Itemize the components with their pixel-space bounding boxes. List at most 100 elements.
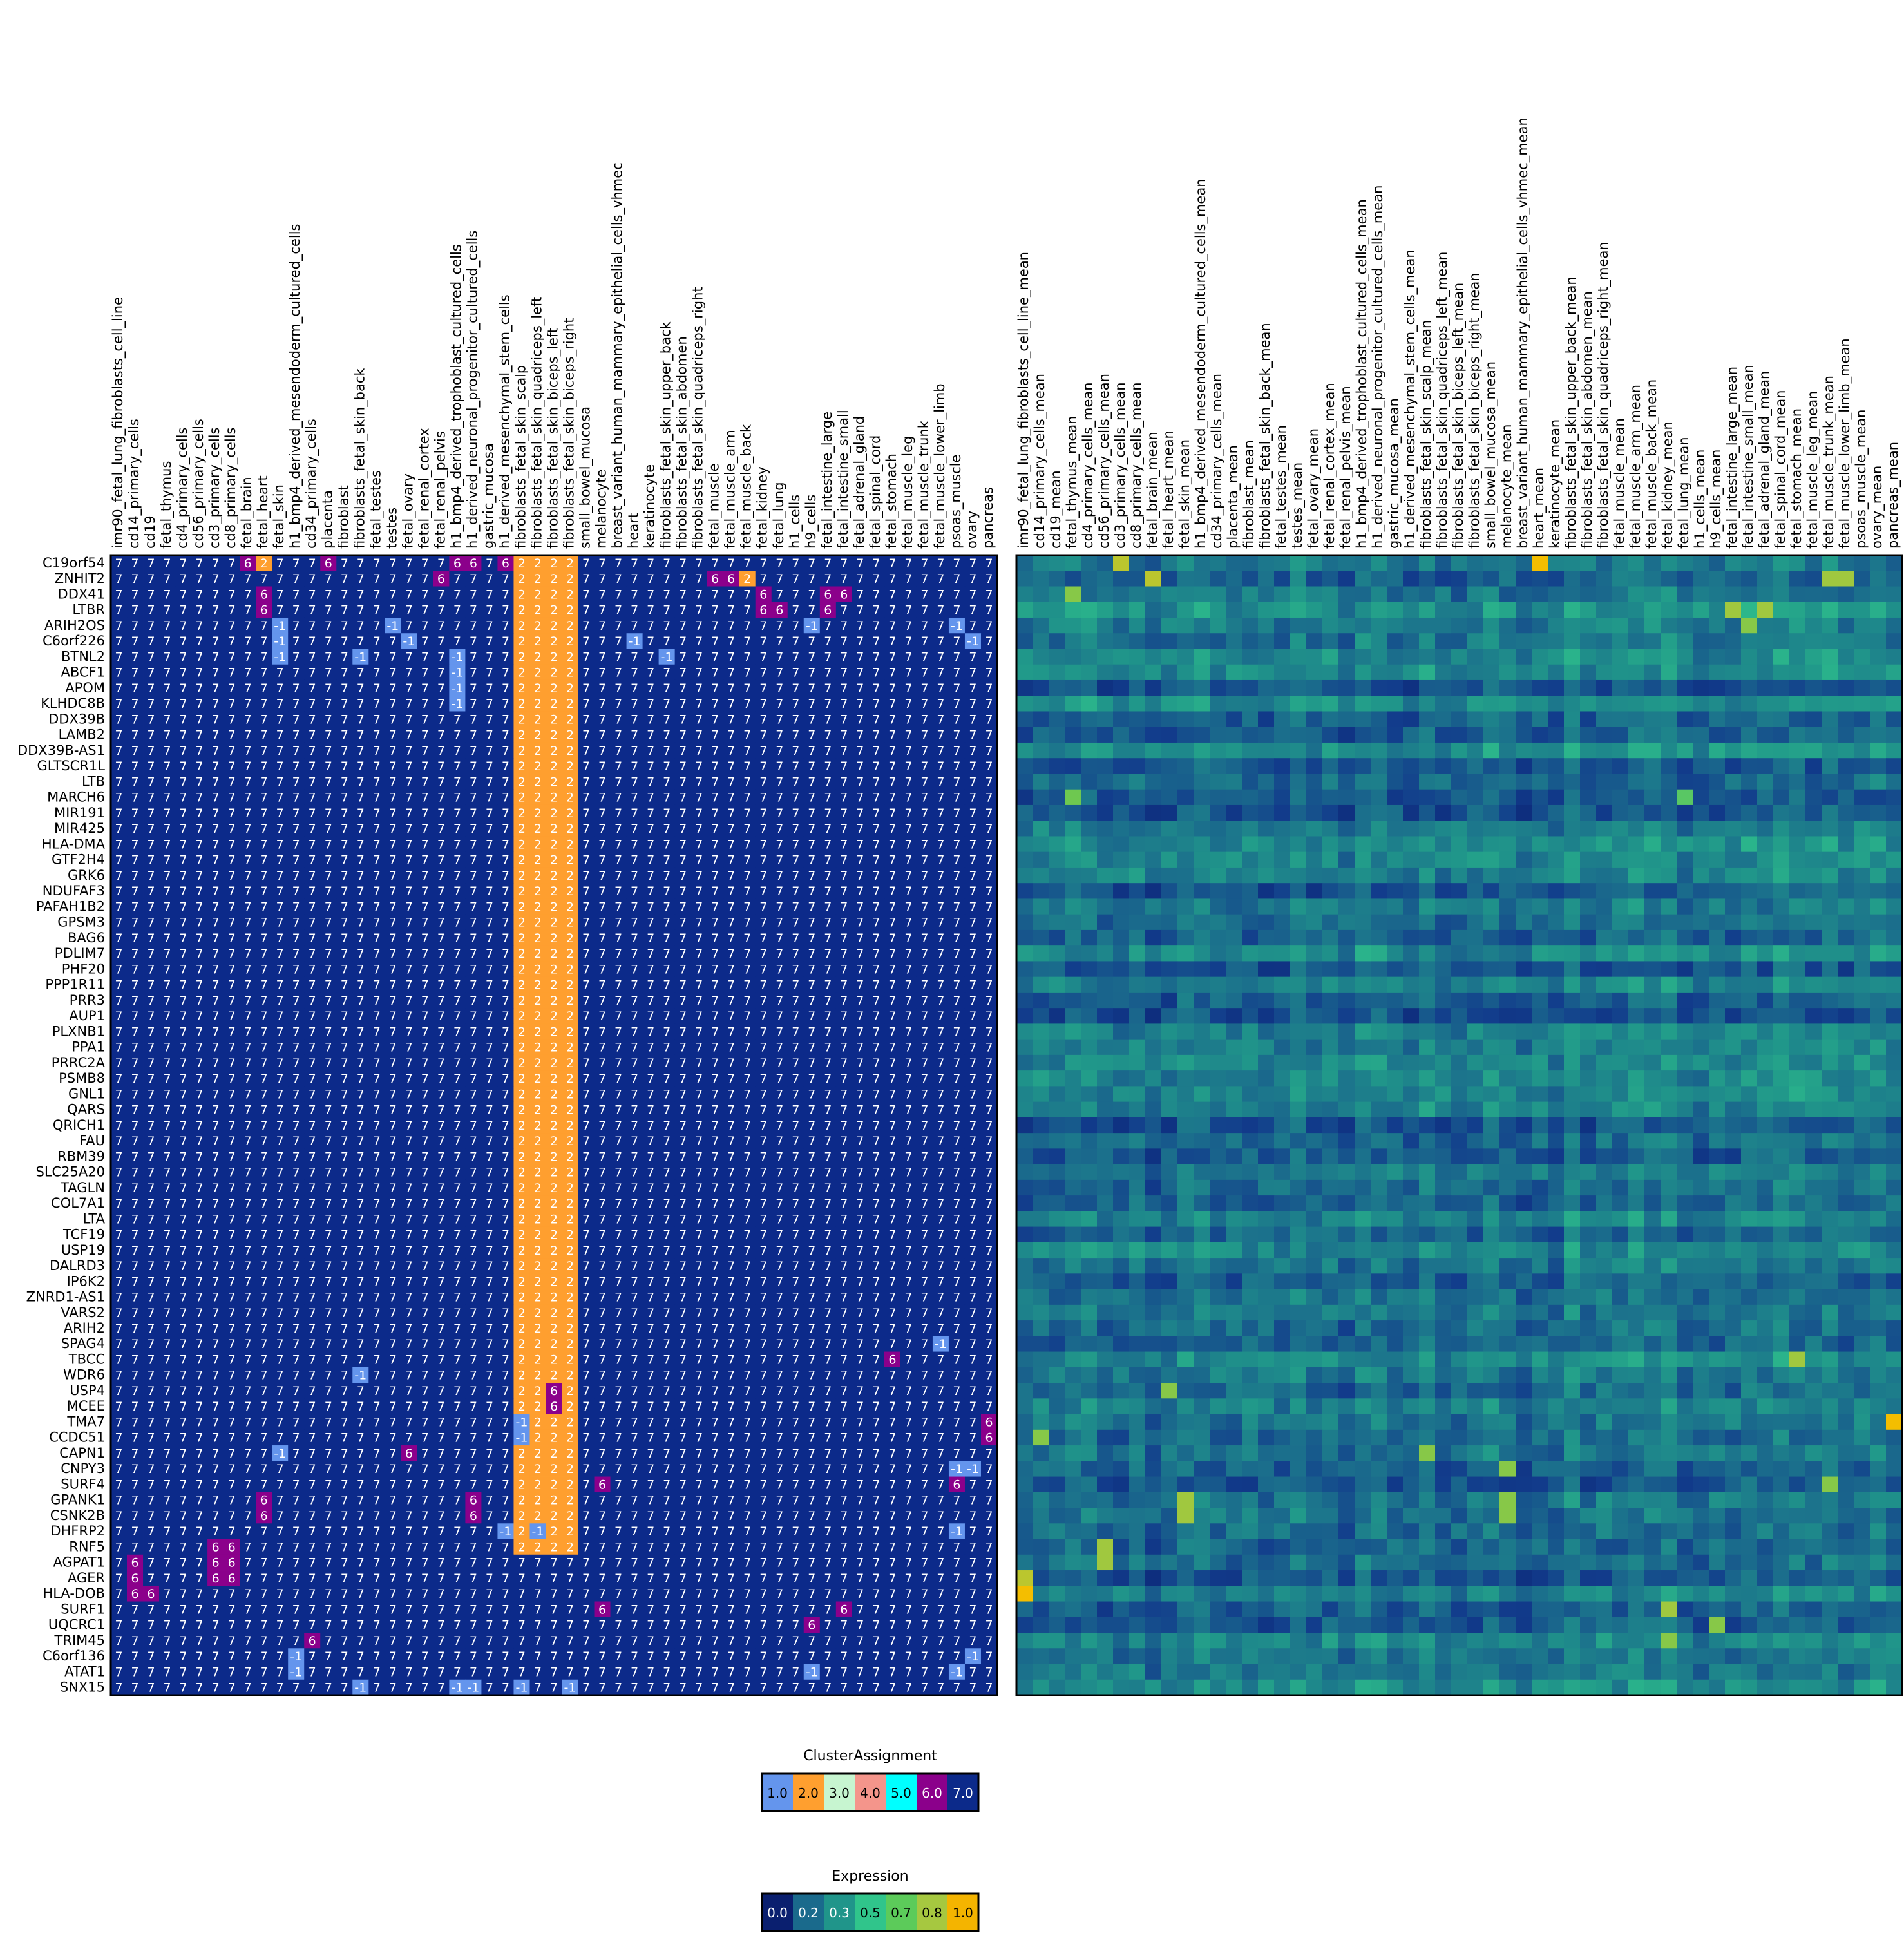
cluster-cell-label: 7 — [389, 1087, 397, 1101]
cluster-cell-label: 7 — [695, 837, 703, 851]
cluster-cell-label: 7 — [115, 869, 122, 883]
cluster-cell-label: 7 — [840, 1009, 848, 1023]
cluster-cell-label: 7 — [679, 619, 687, 633]
cluster-cell-label: 7 — [647, 947, 654, 961]
cluster-cell-label: 2 — [550, 572, 558, 586]
cluster-cell-label: 7 — [582, 759, 590, 774]
cluster-cell-label: 7 — [421, 1259, 429, 1273]
cluster-cell-label: 7 — [985, 1056, 993, 1070]
cluster-cell-label: 7 — [502, 822, 509, 836]
cluster-cell-label: 7 — [631, 1150, 638, 1164]
cluster-cell-label: 7 — [872, 837, 880, 851]
cluster-cell-label: 7 — [856, 1072, 864, 1086]
cluster-cell-label: 7 — [888, 1056, 896, 1070]
cluster-cell-label: 7 — [164, 681, 171, 696]
cluster-cell-label: 7 — [212, 791, 220, 805]
cluster-cell-label: 7 — [470, 634, 477, 649]
cluster-cell-label: 7 — [260, 572, 268, 586]
cluster-cell-label: 7 — [131, 869, 138, 883]
cluster-cell-label: 2 — [518, 1025, 526, 1039]
cluster-cell-label: 7 — [582, 884, 590, 898]
cluster-cell-label: 7 — [920, 619, 928, 633]
cluster-cell-label: 7 — [711, 1041, 719, 1055]
cluster-cell-label: 7 — [631, 1025, 638, 1039]
cluster-cell-label: 7 — [631, 1103, 638, 1117]
cluster-cell-label: 7 — [470, 712, 477, 727]
cluster-cell-label: 7 — [904, 1103, 912, 1117]
cluster-cell-label: 7 — [148, 650, 155, 664]
cluster-cell-label: 7 — [969, 853, 976, 868]
cluster-cell-label: 7 — [131, 994, 138, 1008]
cluster-cell-label: 7 — [937, 962, 944, 976]
cluster-cell-label: 7 — [148, 869, 155, 883]
cluster-cell-label: 7 — [437, 1244, 445, 1258]
cluster-cell-label: 7 — [292, 603, 300, 618]
cluster-cell-label: 7 — [115, 1041, 122, 1055]
cluster-cell-label: 7 — [582, 1103, 590, 1117]
cluster-cell-label: 7 — [421, 806, 429, 821]
cluster-cell-label: 7 — [389, 978, 397, 993]
cluster-cell-label: 7 — [727, 556, 735, 571]
cluster-cell-label: 7 — [131, 744, 138, 758]
cluster-cell-label: 7 — [792, 853, 799, 868]
cluster-cell-label: 7 — [872, 1103, 880, 1117]
cluster-cell-label: 7 — [115, 1087, 122, 1101]
cluster-cell-label: 7 — [888, 1072, 896, 1086]
cluster-cell-label: 7 — [856, 634, 864, 649]
cluster-cell-label: 7 — [196, 994, 204, 1008]
cluster-cell-label: 7 — [389, 1181, 397, 1195]
cluster-cell-label: 7 — [663, 1025, 671, 1039]
cluster-cell-label: 7 — [292, 1087, 300, 1101]
cluster-cell-label: 7 — [421, 1041, 429, 1055]
cluster-cell-label: 7 — [937, 1103, 944, 1117]
cluster-cell-label: 7 — [856, 759, 864, 774]
cluster-cell-label: 7 — [357, 744, 365, 758]
cluster-cell-label: 7 — [260, 1150, 268, 1164]
cluster-cell-label: 7 — [373, 556, 381, 571]
cluster-cell-label: 7 — [486, 634, 493, 649]
cluster-cell-label: 7 — [840, 619, 848, 633]
cluster-cell-label: 7 — [212, 1087, 220, 1101]
cluster-cell-label: 2 — [550, 1041, 558, 1055]
cluster-cell-label: 7 — [631, 947, 638, 961]
cluster-cell-label: 7 — [228, 837, 236, 851]
cluster-cell-label: 7 — [196, 1259, 204, 1273]
cluster-cell-label: 7 — [856, 619, 864, 633]
cluster-cell-label: 7 — [953, 697, 960, 711]
cluster-cell-label: 7 — [373, 759, 381, 774]
cluster-cell-label: 7 — [453, 994, 461, 1008]
cluster-cell-label: 7 — [824, 1166, 832, 1180]
cluster-cell-label: 7 — [711, 650, 719, 664]
cluster-cell-label: 7 — [486, 994, 493, 1008]
cluster-cell-label: 7 — [373, 1212, 381, 1226]
cluster-cell-label: 7 — [727, 1166, 735, 1180]
cluster-cell-label: 7 — [260, 619, 268, 633]
cluster-cell-label: 7 — [582, 1228, 590, 1242]
cluster-cell-label: 7 — [292, 1103, 300, 1117]
cluster-cell-label: 7 — [228, 619, 236, 633]
cluster-cell-label: 2 — [566, 587, 574, 602]
cluster-cell-label: 7 — [180, 947, 187, 961]
cluster-cell-label: 2 — [566, 619, 574, 633]
cluster-cell-label: 2 — [566, 916, 574, 930]
cluster-cell-label: 7 — [341, 712, 348, 727]
cluster-cell-label: 7 — [663, 1228, 671, 1242]
cluster-cell-label: 7 — [389, 728, 397, 743]
cluster-cell-label: 7 — [695, 744, 703, 758]
cluster-cell-label: 7 — [309, 697, 316, 711]
cluster-cell-label: 7 — [180, 853, 187, 868]
cluster-cell-label: 7 — [647, 572, 654, 586]
cluster-cell-label: 7 — [647, 994, 654, 1008]
cluster-cell-label: 7 — [695, 869, 703, 883]
cluster-cell-label: 7 — [856, 744, 864, 758]
cluster-cell-label: 7 — [437, 1025, 445, 1039]
cluster-cell-label: 7 — [840, 837, 848, 851]
cluster-cell-label: 7 — [631, 1087, 638, 1101]
cluster-cell-label: 7 — [920, 681, 928, 696]
cluster-cell-label: 7 — [904, 1150, 912, 1164]
cluster-cell-label: 7 — [808, 728, 815, 743]
cluster-cell-label: 7 — [244, 884, 252, 898]
cluster-cell-label: 7 — [598, 1041, 606, 1055]
cluster-cell-label: 7 — [953, 962, 960, 976]
cluster-cell-label: 7 — [180, 587, 187, 602]
